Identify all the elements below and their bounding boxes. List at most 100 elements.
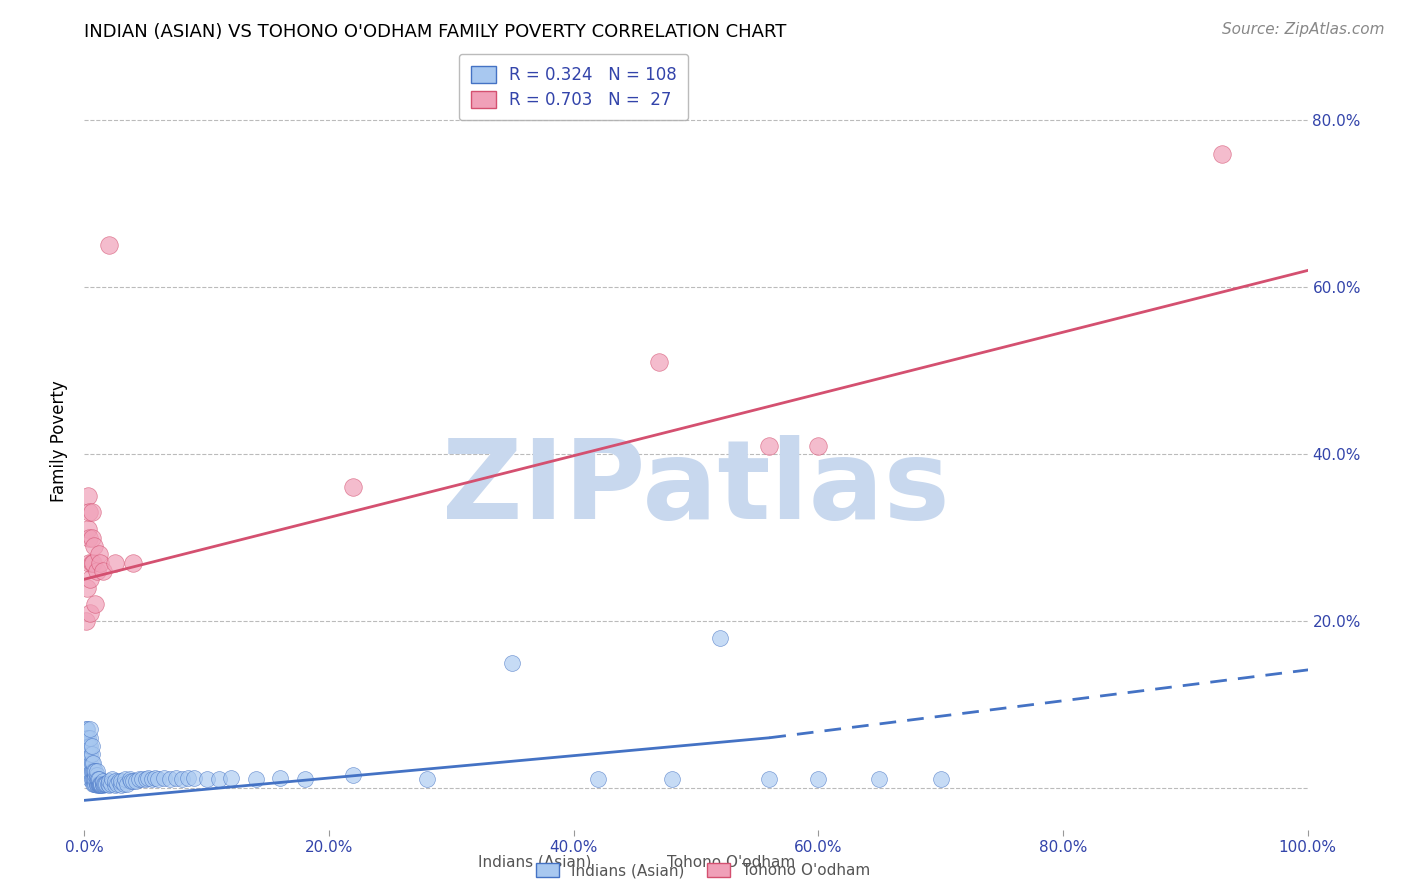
Point — [195, 772, 218, 787]
Point — [648, 355, 671, 369]
Point — [87, 777, 110, 791]
Point — [153, 771, 176, 785]
Point — [87, 772, 110, 787]
Point — [76, 747, 98, 762]
Point — [177, 771, 200, 785]
Point — [80, 747, 103, 762]
Point — [89, 556, 111, 570]
Point — [77, 522, 100, 536]
Point — [219, 771, 242, 785]
Point — [110, 774, 132, 789]
Point — [76, 723, 98, 737]
Point — [75, 739, 97, 753]
Point — [342, 768, 364, 782]
Point — [82, 777, 104, 791]
Point — [294, 772, 316, 787]
Point — [86, 777, 108, 791]
Point — [75, 747, 97, 762]
Point — [183, 771, 205, 785]
Point — [709, 631, 731, 645]
Point — [82, 772, 104, 787]
Point — [75, 731, 97, 745]
Point — [80, 772, 103, 787]
Point — [208, 772, 231, 787]
Point — [84, 768, 107, 782]
Point — [79, 747, 101, 762]
Point — [80, 556, 103, 570]
Point — [869, 772, 891, 787]
Point — [97, 778, 120, 792]
Legend: Indians (Asian), Tohono O'odham: Indians (Asian), Tohono O'odham — [530, 857, 876, 884]
Point — [83, 777, 105, 791]
Point — [80, 764, 103, 779]
Point — [100, 777, 122, 791]
Point — [76, 739, 98, 753]
Point — [96, 777, 118, 791]
Point — [77, 747, 100, 762]
Point — [75, 723, 97, 737]
Point — [115, 777, 138, 791]
Point — [661, 772, 683, 787]
Point — [86, 768, 108, 782]
Point — [76, 731, 98, 745]
Point — [77, 489, 100, 503]
Text: INDIAN (ASIAN) VS TOHONO O'ODHAM FAMILY POVERTY CORRELATION CHART: INDIAN (ASIAN) VS TOHONO O'ODHAM FAMILY … — [84, 23, 787, 41]
Point — [77, 531, 100, 545]
Point — [110, 778, 132, 792]
Point — [90, 778, 112, 792]
Point — [80, 739, 103, 753]
Point — [86, 772, 108, 787]
Point — [135, 772, 157, 787]
Point — [136, 771, 159, 785]
Point — [79, 731, 101, 745]
Point — [416, 772, 439, 787]
Point — [77, 731, 100, 745]
Point — [79, 772, 101, 787]
Point — [76, 581, 98, 595]
Point — [79, 764, 101, 779]
Point — [87, 547, 110, 561]
Point — [143, 771, 166, 785]
Text: ZIPatlas: ZIPatlas — [441, 434, 950, 541]
Point — [107, 774, 129, 789]
Point — [91, 778, 114, 792]
Point — [77, 764, 100, 779]
Point — [79, 723, 101, 737]
Point — [120, 774, 142, 789]
Point — [82, 556, 104, 570]
Point — [97, 777, 120, 791]
Point — [80, 506, 103, 520]
Point — [86, 778, 108, 792]
Point — [93, 777, 115, 791]
Point — [89, 778, 111, 792]
Y-axis label: Family Poverty: Family Poverty — [51, 381, 69, 502]
Point — [269, 771, 291, 785]
Point — [84, 597, 107, 611]
Point — [77, 756, 100, 770]
Point — [87, 777, 110, 791]
Point — [91, 564, 114, 578]
Point — [146, 772, 169, 787]
Point — [141, 772, 163, 787]
Point — [104, 774, 127, 789]
Point — [807, 772, 830, 787]
Point — [105, 777, 128, 791]
Point — [77, 764, 100, 779]
Point — [83, 772, 105, 787]
Point — [131, 772, 153, 787]
Point — [77, 556, 100, 570]
Point — [82, 764, 104, 779]
Point — [101, 772, 124, 787]
Point — [79, 572, 101, 586]
Point — [77, 739, 100, 753]
Point — [91, 777, 114, 791]
Point — [79, 756, 101, 770]
Text: Source: ZipAtlas.com: Source: ZipAtlas.com — [1222, 22, 1385, 37]
Point — [118, 772, 141, 787]
Point — [87, 772, 110, 787]
Point — [77, 739, 100, 753]
Text: Indians (Asian): Indians (Asian) — [478, 855, 591, 870]
Point — [104, 556, 127, 570]
Point — [75, 614, 97, 628]
Point — [84, 772, 107, 787]
